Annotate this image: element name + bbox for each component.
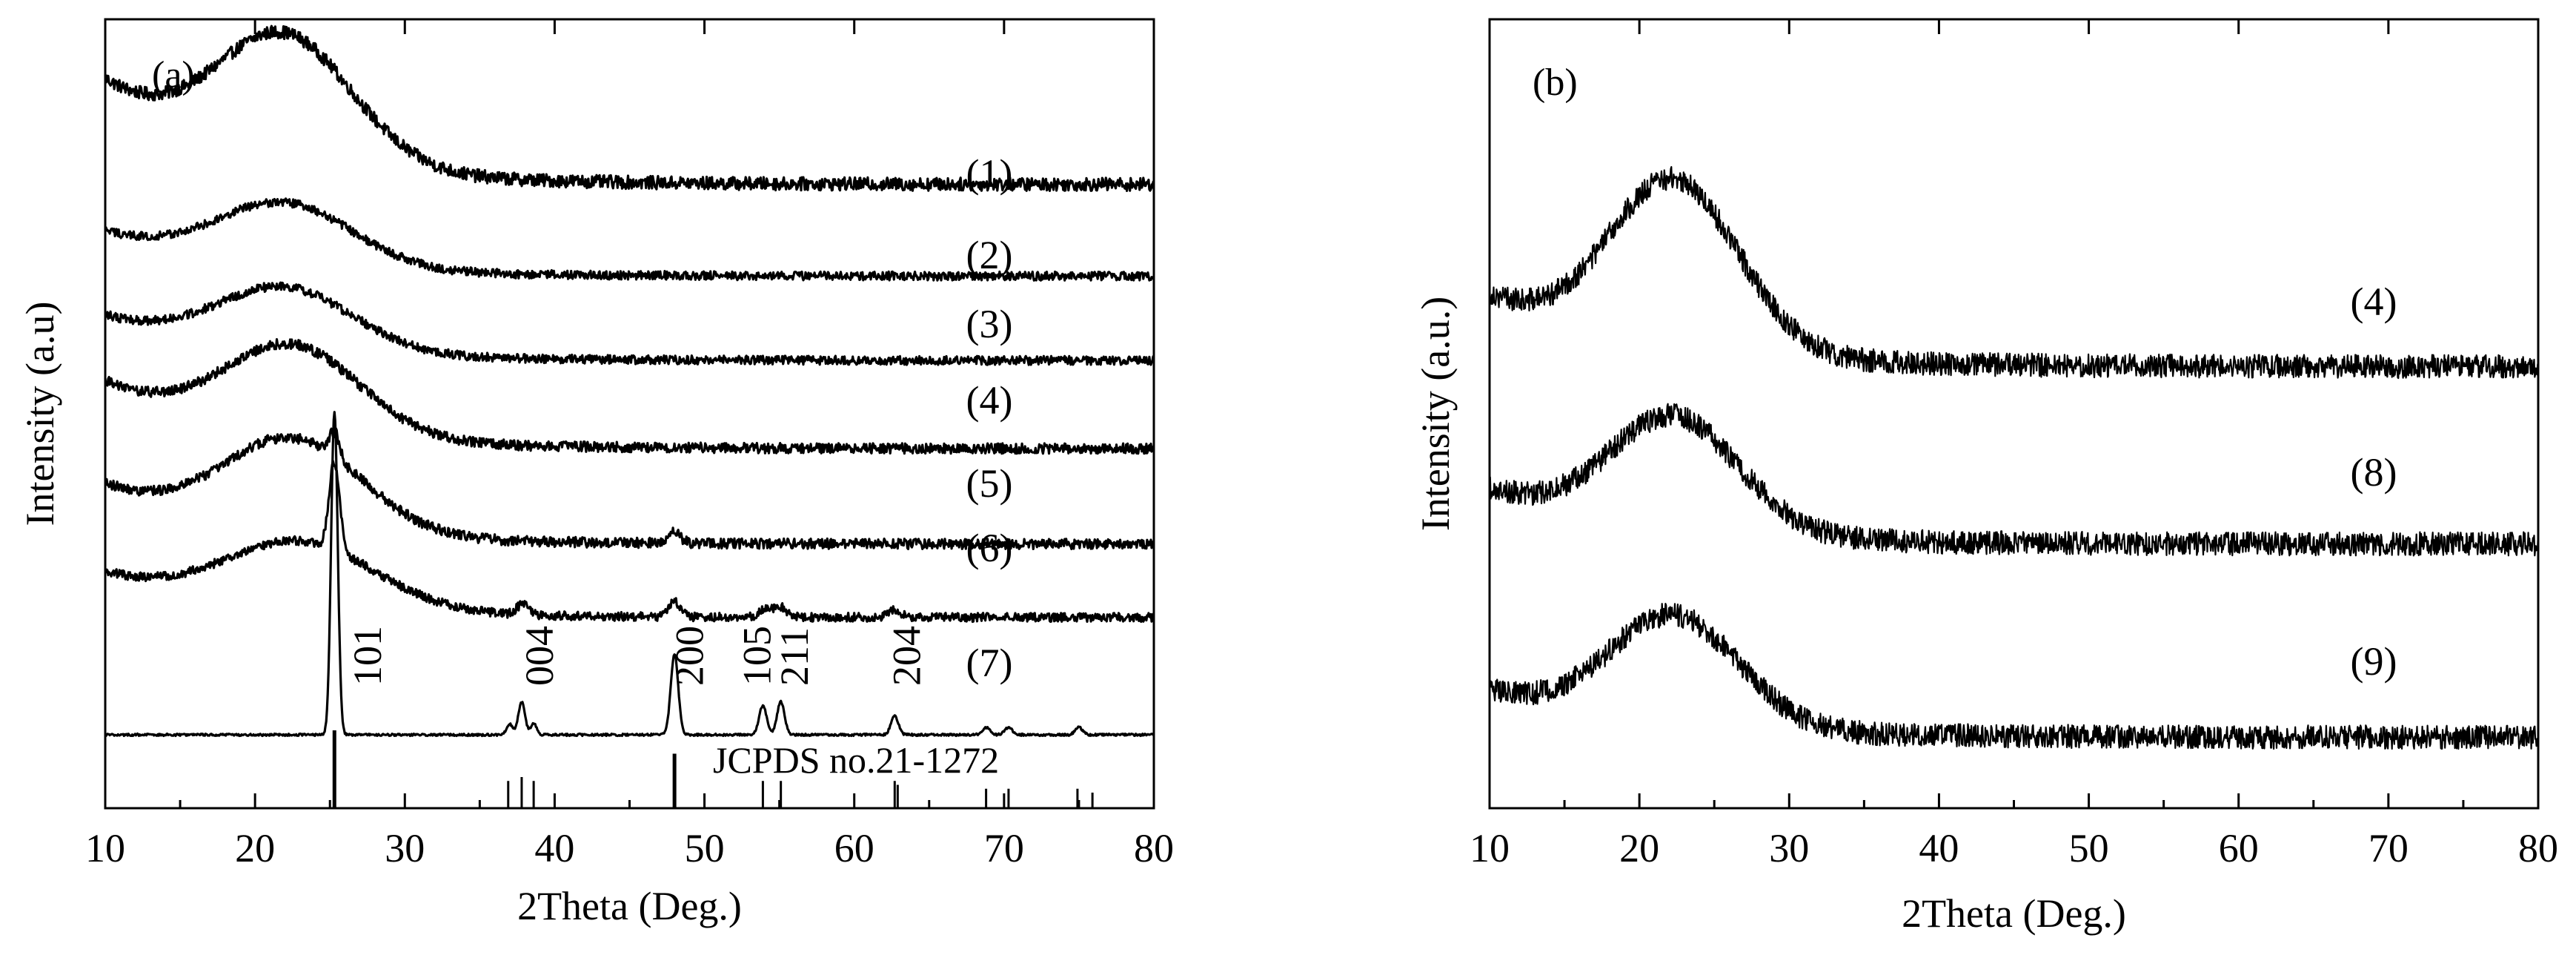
series-line-5 — [104, 425, 1155, 551]
panel-a-series-labels: (1) (2) (3) (4) (5) (6) (7) — [966, 151, 1013, 685]
x-tick-label-20: 20 — [1619, 826, 1659, 870]
x-tick-label-50: 50 — [2069, 826, 2109, 870]
peak-label-004: 004 — [517, 626, 562, 686]
x-tick-label-20: 20 — [235, 826, 275, 870]
series-label-3: (3) — [966, 302, 1013, 346]
x-tick-label-40: 40 — [534, 826, 574, 870]
panel-b-series-labels: (4) (8) (9) — [2351, 280, 2397, 684]
x-tick-label-60: 60 — [2219, 826, 2259, 870]
x-tick-label-80: 80 — [1134, 826, 1174, 870]
peak-label-105: 105 — [734, 626, 779, 686]
series-label-1: (1) — [966, 151, 1013, 196]
x-tick-label-70: 70 — [984, 826, 1024, 870]
series-line-4 — [1488, 166, 2540, 380]
series-label-8: (8) — [2351, 450, 2397, 495]
series-label-6: (6) — [966, 526, 1013, 570]
panel-a-y-axis-title: Intensity (a.u) — [18, 302, 62, 526]
panel-b-label: (b) — [1533, 62, 1578, 104]
panel-b-y-axis-title: Intensity (a.u.) — [1413, 297, 1458, 531]
series-label-7: (7) — [966, 641, 1013, 685]
series-line-8 — [1488, 403, 2540, 557]
panel-a-reference-lines — [332, 730, 1094, 808]
series-label-2: (2) — [966, 233, 1013, 277]
series-line-7 — [104, 411, 1155, 738]
series-line-4 — [104, 338, 1155, 455]
x-tick-label-30: 30 — [385, 826, 425, 870]
panel-b-x-axis-title: 2Theta (Deg.) — [1902, 891, 2126, 936]
series-line-2 — [104, 197, 1155, 282]
peak-label-101: 101 — [345, 626, 390, 686]
series-line-1 — [104, 24, 1155, 192]
panel-a: (a) (1)(2)(3)(4)(5)(6)(7) 101 004 200 10521… — [18, 18, 1174, 928]
peak-label-204: 204 — [885, 626, 929, 686]
panel-a-x-axis-title: 2Theta (Deg.) — [517, 884, 742, 928]
panel-a-series — [104, 24, 1155, 738]
x-tick-label-70: 70 — [2368, 826, 2409, 870]
series-line-3 — [104, 281, 1155, 366]
x-tick-label-30: 30 — [1769, 826, 1809, 870]
x-tick-label-10: 10 — [85, 826, 125, 870]
peak-label-211: 211 — [772, 627, 817, 686]
series-label-4: (4) — [966, 378, 1013, 423]
panel-b: (b) (4) (8) (9) 10 20 30 40 50 60 70 80 2Theta (D… — [1413, 18, 2558, 936]
x-tick-label-80: 80 — [2518, 826, 2558, 870]
peak-label-200: 200 — [667, 626, 711, 686]
series-line-9 — [1488, 603, 2540, 750]
series-label-9: (9) — [2351, 639, 2397, 684]
x-tick-label-60: 60 — [834, 826, 874, 870]
x-tick-label-10: 10 — [1470, 826, 1510, 870]
panel-b-x-ticks: 10 20 30 40 50 60 70 80 — [1470, 19, 2558, 870]
panel-a-x-ticks: 10 20 30 40 50 60 70 80 — [85, 19, 1174, 870]
x-tick-label-50: 50 — [685, 826, 725, 870]
series-line-6 — [104, 460, 1155, 624]
reference-label: JCPDS no.21-1272 — [713, 739, 999, 781]
series-label-5: (5) — [966, 461, 1013, 506]
x-tick-label-40: 40 — [1919, 826, 1959, 870]
panel-b-series — [1488, 166, 2540, 750]
series-label-4: (4) — [2351, 280, 2397, 324]
